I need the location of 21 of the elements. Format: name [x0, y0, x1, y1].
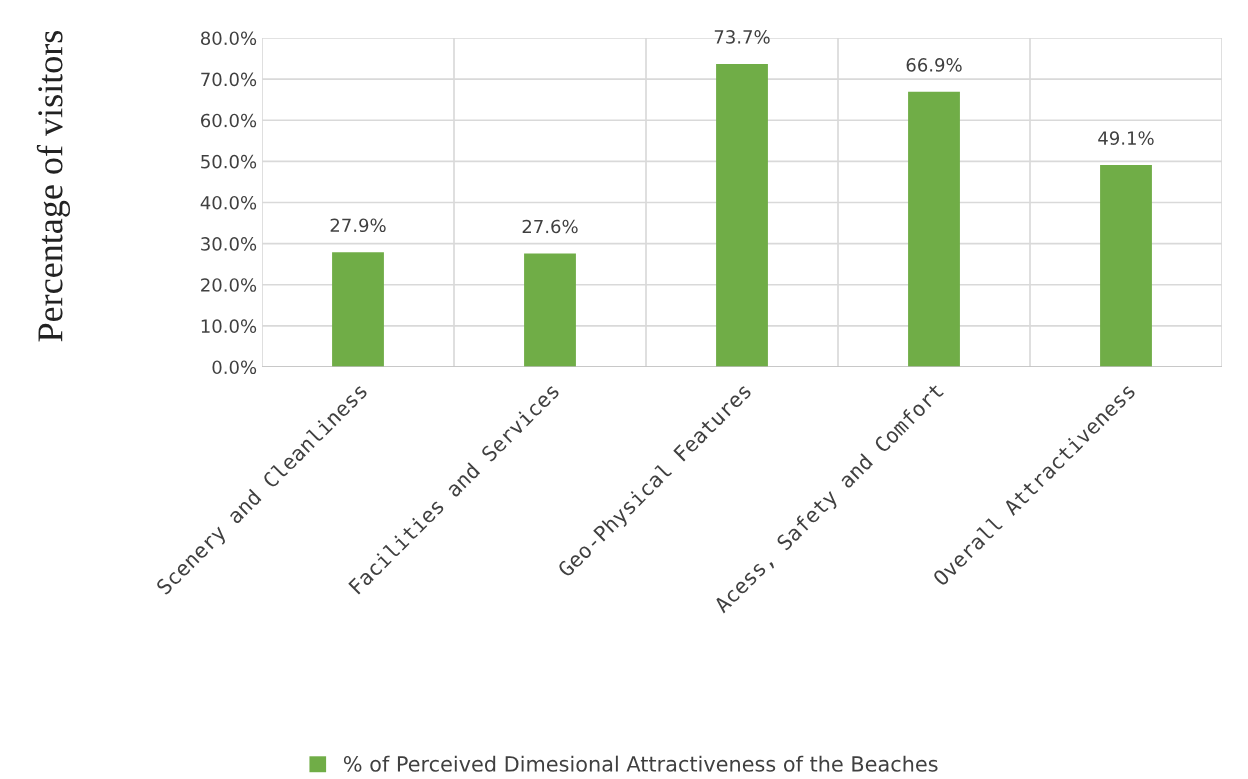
y-tick-label: 40.0% — [200, 195, 257, 210]
y-tick-label: 80.0% — [201, 31, 257, 46]
data-label: 73.7% — [714, 30, 770, 44]
y-tick-label: 0.0% — [212, 360, 257, 375]
bar — [332, 252, 384, 367]
y-tick-label: 60.0% — [201, 113, 257, 128]
bar — [1100, 165, 1152, 367]
y-tick-label: 30.0% — [201, 237, 257, 251]
legend-label: % of Perceived Dimesional Attractiveness of the Beaches — [343, 755, 938, 772]
y-tick-label: 70.0% — [201, 72, 257, 87]
y-axis-title: Percentage of visitors — [36, 30, 70, 342]
data-label: 66.9% — [906, 58, 962, 72]
y-tick-label: 10.0% — [201, 319, 257, 333]
bar — [716, 63, 768, 367]
y-tick-label: 20.0% — [201, 278, 257, 292]
data-label: 27.6% — [522, 219, 578, 234]
bar — [524, 253, 576, 367]
bar — [908, 91, 960, 367]
y-tick-label: 50.0% — [201, 154, 257, 169]
data-label: 27.9% — [330, 218, 386, 233]
data-label: 49.1% — [1098, 131, 1154, 145]
